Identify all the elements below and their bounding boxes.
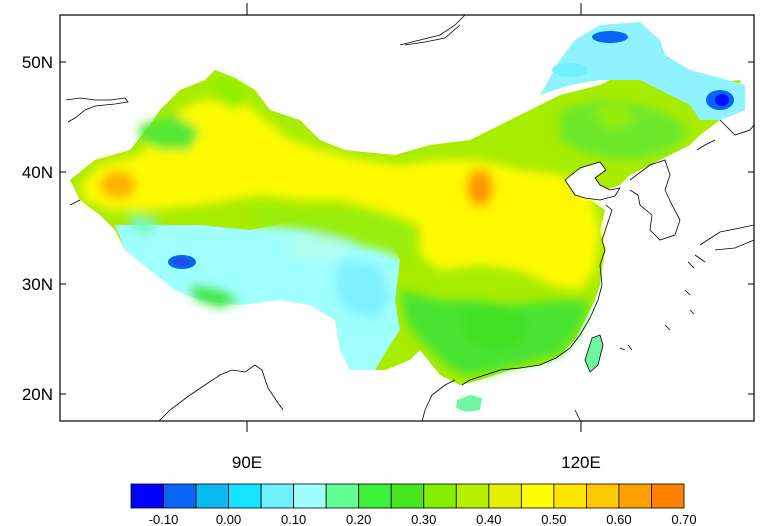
taiwan-data (584, 334, 604, 373)
coastlines (65, 15, 754, 421)
lon-label-90e: 90E (232, 453, 262, 472)
colorbar-swatch (293, 483, 327, 509)
colorbar-swatch (553, 483, 587, 509)
colorbar-swatch (228, 483, 262, 509)
hainan-data (456, 395, 482, 412)
colorbar-swatch (651, 483, 685, 509)
low-value-spots (168, 31, 734, 269)
colorbar-label: 0.60 (606, 512, 631, 526)
map-plot-area (65, 15, 754, 421)
colorbar-swatch (455, 483, 490, 509)
colorbar-label: 0.70 (671, 512, 696, 526)
colorbar-swatch (520, 483, 555, 509)
colorbar-label: 0.00 (216, 512, 241, 526)
colorbar-label: 0.40 (476, 512, 501, 526)
plot-frame (59, 14, 755, 422)
data-blobs (80, 75, 690, 375)
colorbar-swatch (423, 483, 457, 509)
lat-label-30n: 30N (22, 275, 53, 294)
colorbar-swatch (130, 483, 164, 509)
colorbar-swatch (163, 483, 197, 509)
colorbar-swatch (586, 483, 620, 509)
lat-label-20n: 20N (22, 385, 53, 404)
colorbar-label: -0.10 (149, 512, 179, 526)
colorbar-swatch (325, 483, 360, 509)
axis-ticks (60, 3, 754, 432)
colorbar: -0.10 0.00 0.10 0.20 0.30 0.40 0.50 0.60 0.70 (130, 483, 697, 526)
colorbar-swatch (390, 483, 425, 509)
colorbar-label: 0.10 (281, 512, 306, 526)
lat-label-50n: 50N (22, 53, 53, 72)
colorbar-label: 0.50 (541, 512, 566, 526)
colorbar-swatch (618, 483, 652, 509)
lat-label-40n: 40N (22, 163, 53, 182)
lon-label-120e: 120E (561, 453, 601, 472)
colorbar-swatch (358, 483, 392, 509)
colorbar-swatch (488, 483, 522, 509)
colorbar-swatch (260, 483, 295, 509)
colorbar-label: 0.30 (411, 512, 436, 526)
colorbar-swatch (195, 483, 229, 509)
colorbar-label: 0.20 (346, 512, 371, 526)
